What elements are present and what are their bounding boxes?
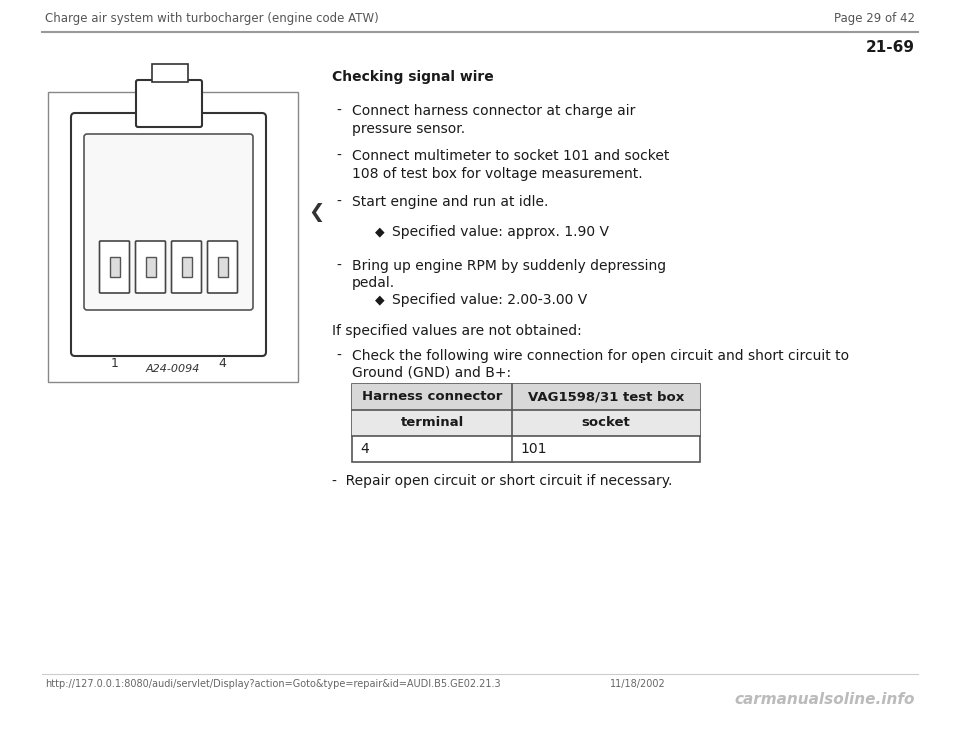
Text: -: - bbox=[336, 259, 341, 273]
Text: 4: 4 bbox=[360, 442, 369, 456]
Text: -  Repair open circuit or short circuit if necessary.: - Repair open circuit or short circuit i… bbox=[332, 474, 672, 488]
Text: Connect multimeter to socket 101 and socket
108 of test box for voltage measurem: Connect multimeter to socket 101 and soc… bbox=[352, 149, 669, 181]
FancyBboxPatch shape bbox=[71, 113, 266, 356]
Bar bbox=[218, 257, 228, 277]
Text: Check the following wire connection for open circuit and short circuit to: Check the following wire connection for … bbox=[352, 349, 850, 363]
Text: ◆: ◆ bbox=[375, 225, 385, 238]
Text: VAG1598/31 test box: VAG1598/31 test box bbox=[528, 390, 684, 404]
Text: Connect harness connector at charge air
pressure sensor.: Connect harness connector at charge air … bbox=[352, 104, 636, 137]
Text: Specified value: approx. 1.90 V: Specified value: approx. 1.90 V bbox=[392, 225, 609, 239]
Text: 1: 1 bbox=[110, 357, 118, 370]
Bar bbox=[48, 92, 298, 382]
Text: -: - bbox=[336, 149, 341, 163]
Text: -: - bbox=[336, 195, 341, 209]
Text: 4: 4 bbox=[219, 357, 227, 370]
Bar bbox=[352, 384, 700, 462]
Text: ❮: ❮ bbox=[308, 203, 324, 222]
Bar bbox=[109, 257, 119, 277]
Text: Specified value: 2.00-3.00 V: Specified value: 2.00-3.00 V bbox=[392, 293, 588, 307]
Bar bbox=[152, 64, 188, 82]
Text: carmanualsoline.info: carmanualsoline.info bbox=[734, 692, 915, 707]
Text: -: - bbox=[336, 349, 341, 363]
Text: 101: 101 bbox=[520, 442, 546, 456]
FancyBboxPatch shape bbox=[100, 241, 130, 293]
Bar bbox=[146, 257, 156, 277]
Bar bbox=[352, 410, 700, 436]
FancyBboxPatch shape bbox=[136, 80, 202, 127]
Text: If specified values are not obtained:: If specified values are not obtained: bbox=[332, 324, 582, 338]
Text: -: - bbox=[336, 104, 341, 118]
Bar bbox=[181, 257, 191, 277]
Bar bbox=[352, 384, 700, 410]
Text: 11/18/2002: 11/18/2002 bbox=[610, 679, 665, 689]
Text: Charge air system with turbocharger (engine code ATW): Charge air system with turbocharger (eng… bbox=[45, 12, 379, 25]
Text: A24-0094: A24-0094 bbox=[146, 364, 201, 374]
Text: http://127.0.0.1:8080/audi/servlet/Display?action=Goto&type=repair&id=AUDI.B5.GE: http://127.0.0.1:8080/audi/servlet/Displ… bbox=[45, 679, 500, 689]
Text: Checking signal wire: Checking signal wire bbox=[332, 70, 493, 84]
Text: Harness connector: Harness connector bbox=[362, 390, 502, 404]
FancyBboxPatch shape bbox=[207, 241, 237, 293]
Text: Page 29 of 42: Page 29 of 42 bbox=[834, 12, 915, 25]
Text: socket: socket bbox=[582, 416, 631, 430]
Text: terminal: terminal bbox=[400, 416, 464, 430]
FancyBboxPatch shape bbox=[84, 134, 253, 310]
FancyBboxPatch shape bbox=[172, 241, 202, 293]
Text: Bring up engine RPM by suddenly depressing: Bring up engine RPM by suddenly depressi… bbox=[352, 259, 666, 273]
Text: pedal.: pedal. bbox=[352, 276, 396, 290]
Text: Ground (GND) and B+:: Ground (GND) and B+: bbox=[352, 366, 511, 380]
Text: Start engine and run at idle.: Start engine and run at idle. bbox=[352, 195, 548, 209]
Text: ◆: ◆ bbox=[375, 293, 385, 306]
FancyBboxPatch shape bbox=[135, 241, 165, 293]
Text: 21-69: 21-69 bbox=[866, 40, 915, 55]
